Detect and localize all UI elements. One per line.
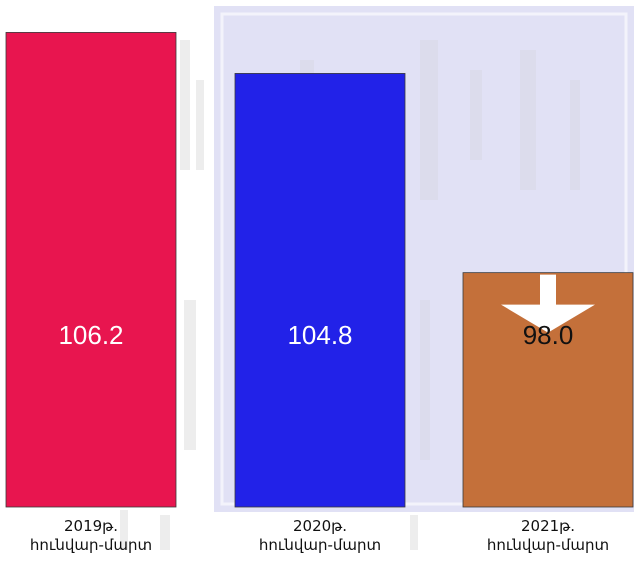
- x-tick-label: 2019թ. հունվար-մարտ: [6, 517, 176, 555]
- bar-value-label: 106.2: [58, 320, 124, 350]
- x-tick-year: 2021թ.: [520, 517, 576, 535]
- x-tick-label: 2020թ. հունվար-մարտ: [235, 517, 405, 555]
- x-tick-year: 2019թ.: [63, 517, 119, 535]
- x-tick-year: 2020թ.: [292, 517, 348, 535]
- bar-value-label: 104.8: [287, 320, 353, 350]
- x-tick-period: հունվար-մարտ: [486, 536, 610, 554]
- down-arrow-icon: [501, 274, 595, 333]
- x-tick-period: հունվար-մարտ: [258, 536, 382, 554]
- x-tick-period: հունվար-մարտ: [29, 536, 153, 554]
- bar-value-label: 98.0: [522, 320, 574, 350]
- bar: [5, 32, 177, 508]
- x-tick-label: 2021թ. հունվար-մարտ: [463, 517, 633, 555]
- bar: [234, 73, 406, 508]
